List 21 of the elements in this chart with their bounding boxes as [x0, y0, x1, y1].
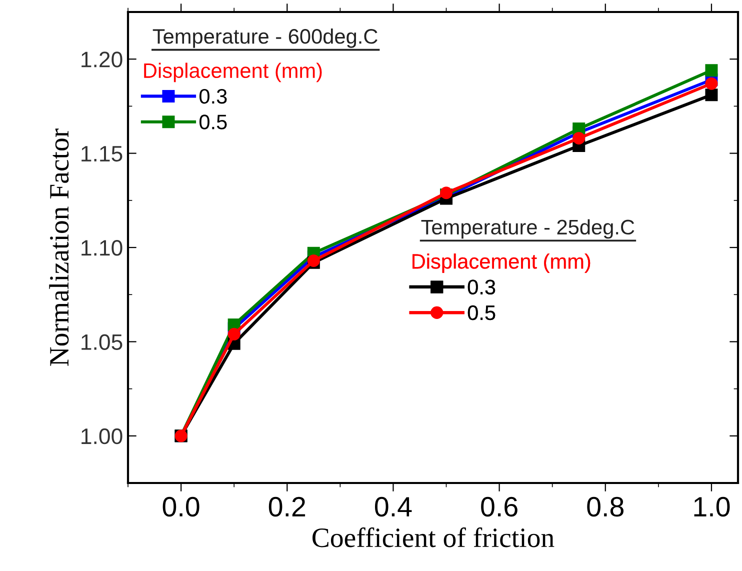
- y-tick-label: 1.15: [82, 146, 122, 162]
- y-tick-label: 1.00: [82, 428, 122, 444]
- legend-label: 0.5: [468, 305, 496, 320]
- y-axis-title: Normalization Factor: [49, 128, 69, 366]
- y-tick-label: 1.10: [82, 240, 122, 256]
- y-tick-label: 1.20: [82, 52, 122, 68]
- legend-label: 0.3: [199, 88, 227, 104]
- x-tick-label: 0.2: [268, 496, 306, 517]
- annotation: Temperature - 25deg.C: [421, 219, 634, 239]
- x-tick-label: 0.6: [481, 496, 518, 517]
- x-tick-label: 1.0: [694, 496, 730, 517]
- text: Displacement (mm): [412, 253, 590, 273]
- x-tick-label: 0.8: [587, 496, 624, 517]
- x-axis-title: Coefficient of friction: [312, 527, 554, 548]
- legend-label: 0.5: [199, 114, 227, 130]
- x-tick-label: 0.0: [162, 496, 200, 517]
- annotation: Temperature - 600deg.C: [152, 28, 378, 48]
- x-tick-label: 0.4: [374, 496, 412, 517]
- legend-label: 0.3: [468, 280, 496, 294]
- y-tick-label: 1.05: [82, 334, 122, 350]
- text: Displacement (mm): [144, 62, 322, 82]
